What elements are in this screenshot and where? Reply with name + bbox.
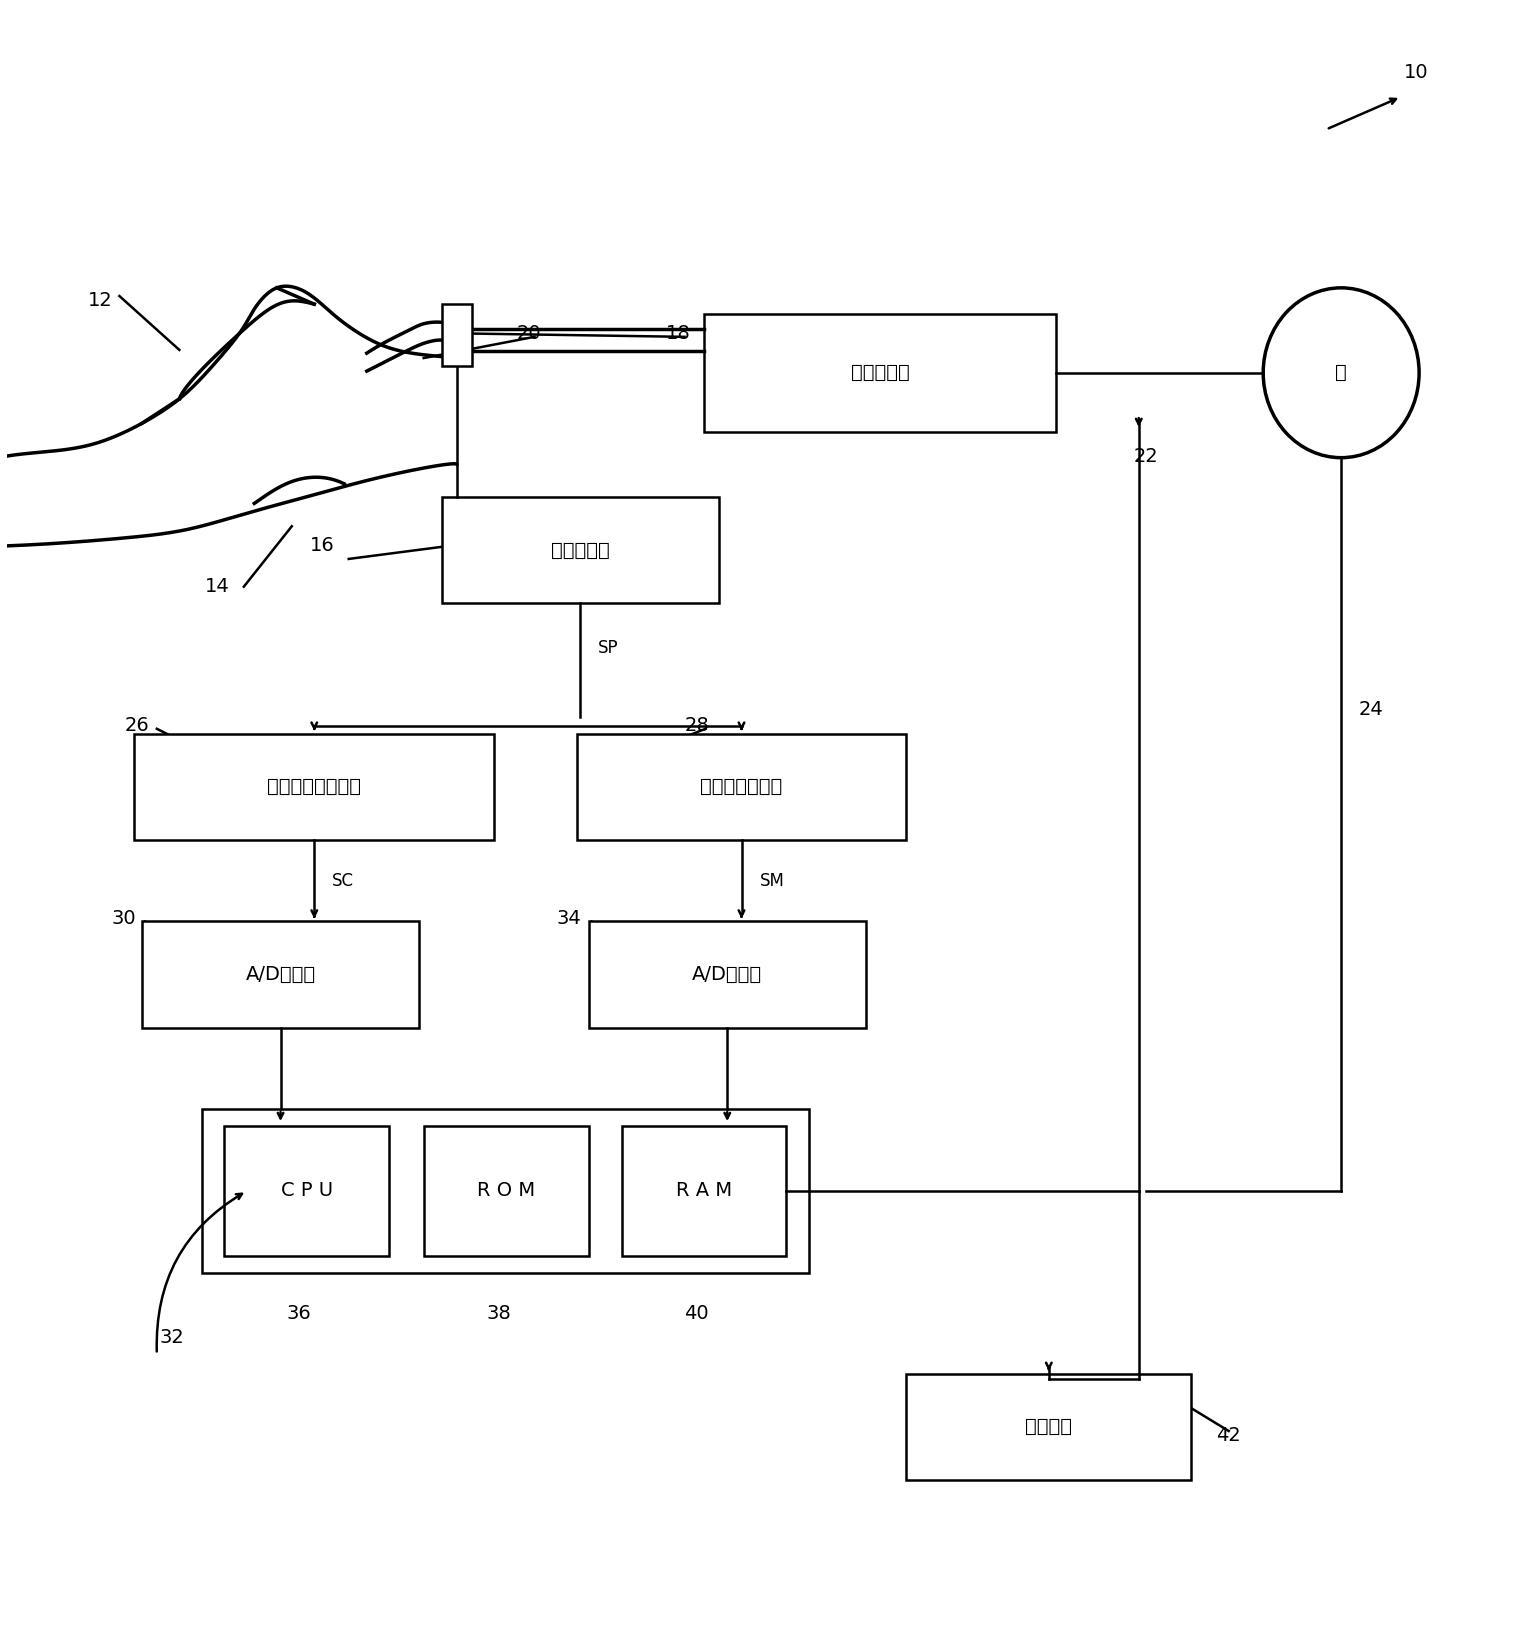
- Text: 36: 36: [287, 1304, 312, 1323]
- FancyBboxPatch shape: [622, 1125, 787, 1257]
- Text: 38: 38: [486, 1304, 511, 1323]
- Text: R O M: R O M: [477, 1181, 536, 1201]
- Text: SC: SC: [333, 871, 354, 889]
- Text: 34: 34: [557, 909, 581, 927]
- Text: 16: 16: [309, 537, 334, 555]
- Text: 24: 24: [1359, 700, 1383, 718]
- Text: 压力传感器: 压力传感器: [551, 540, 610, 560]
- Text: 显示装置: 显示装置: [1026, 1418, 1073, 1436]
- Text: R A M: R A M: [676, 1181, 732, 1201]
- Text: 压力控制阀: 压力控制阀: [850, 364, 909, 382]
- FancyBboxPatch shape: [442, 497, 719, 603]
- FancyBboxPatch shape: [135, 733, 495, 840]
- FancyBboxPatch shape: [201, 1110, 809, 1273]
- Text: 22: 22: [1133, 446, 1159, 466]
- Text: 14: 14: [204, 576, 228, 596]
- Text: 40: 40: [684, 1304, 710, 1323]
- Text: 32: 32: [159, 1329, 185, 1347]
- Text: SP: SP: [598, 639, 619, 657]
- Text: SM: SM: [760, 871, 784, 889]
- FancyBboxPatch shape: [589, 921, 865, 1028]
- Text: A/D变换器: A/D变换器: [693, 965, 763, 983]
- Text: 静态压力滤波电路: 静态压力滤波电路: [268, 777, 362, 796]
- Text: A/D变换器: A/D变换器: [245, 965, 316, 983]
- Text: 30: 30: [112, 909, 136, 927]
- Text: 泵: 泵: [1336, 364, 1347, 382]
- Text: 20: 20: [516, 324, 542, 343]
- FancyBboxPatch shape: [424, 1125, 589, 1257]
- Text: 26: 26: [126, 716, 150, 735]
- FancyBboxPatch shape: [704, 315, 1056, 432]
- Text: 18: 18: [666, 324, 691, 343]
- FancyBboxPatch shape: [224, 1125, 389, 1257]
- Text: 10: 10: [1404, 63, 1428, 82]
- FancyBboxPatch shape: [576, 733, 906, 840]
- FancyBboxPatch shape: [442, 305, 472, 366]
- Text: 28: 28: [684, 716, 710, 735]
- FancyBboxPatch shape: [906, 1374, 1191, 1481]
- Text: 脉冲波滤波电路: 脉冲波滤波电路: [701, 777, 782, 796]
- Text: C P U: C P U: [281, 1181, 333, 1201]
- Text: 42: 42: [1216, 1426, 1241, 1446]
- FancyBboxPatch shape: [142, 921, 419, 1028]
- Text: 12: 12: [88, 292, 112, 310]
